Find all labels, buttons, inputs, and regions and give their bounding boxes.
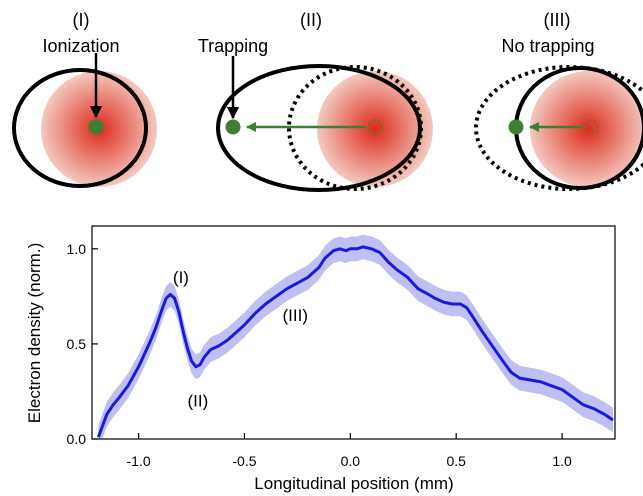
panel-no-trapping: (III) No trapping	[474, 10, 643, 191]
y-axis-label: Electron density (norm.)	[25, 243, 44, 423]
annotation-label: (I)	[173, 268, 189, 287]
panel-numeral-3: (III)	[544, 10, 571, 30]
trapped-electron-dot	[225, 119, 241, 135]
panel-caption-ionization: Ionization	[42, 36, 119, 56]
annotation-label: (II)	[187, 392, 208, 411]
uncertainty-band	[98, 234, 613, 439]
electron-dot	[88, 119, 104, 135]
density-chart: -1.0 -0.5 0.0 0.5 1.0 0.0 0.5 1.0 (I) (II) (III)…	[25, 225, 616, 493]
y-tick-label: 1.0	[67, 241, 87, 257]
panel-trapping: (II) Trapping	[198, 10, 433, 192]
panel-ionization: (I) Ionization	[12, 10, 157, 188]
electron-origin-dashed	[367, 119, 383, 135]
laser-pulse	[317, 71, 433, 187]
panel-numeral-2: (II)	[300, 10, 322, 30]
x-tick-label: 0.5	[446, 453, 466, 469]
y-tick-label: 0.0	[67, 431, 87, 447]
expanded-bubble-outline	[216, 64, 422, 192]
laser-pulse	[530, 71, 643, 187]
panel-numeral-1: (I)	[73, 10, 90, 30]
y-axis: 0.0 0.5 1.0	[67, 241, 98, 447]
x-axis: -1.0 -0.5 0.0 0.5 1.0	[127, 433, 572, 469]
density-line-layer	[96, 245, 614, 438]
panel-caption-trapping: Trapping	[198, 36, 268, 56]
panel-caption-no-trapping: No trapping	[501, 36, 594, 56]
x-tick-label: 0.0	[341, 453, 361, 469]
annotation-label: (III)	[283, 306, 309, 325]
x-tick-label: -1.0	[127, 453, 151, 469]
x-tick-label: -0.5	[232, 453, 256, 469]
annotations: (I) (II) (III)	[173, 268, 308, 411]
x-tick-label: 1.0	[552, 453, 572, 469]
uncertainty-band-layer	[98, 234, 613, 439]
y-tick-label: 0.5	[67, 336, 87, 352]
electron-origin-dashed	[583, 119, 599, 135]
x-axis-label: Longitudinal position (mm)	[254, 474, 453, 493]
density-line	[96, 245, 614, 438]
plasma-bubble-outline	[12, 68, 148, 188]
plot-frame	[91, 225, 616, 440]
untrapped-electron-dot	[508, 119, 524, 135]
